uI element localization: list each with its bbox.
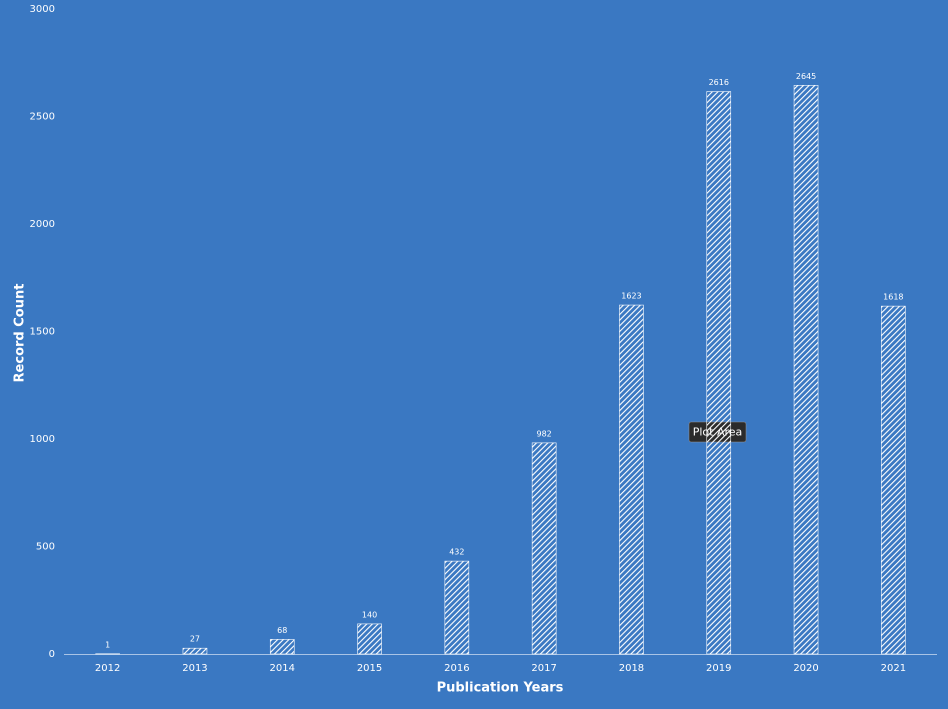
value-label: 140 [362, 610, 377, 619]
y-tick-label: 1500 [30, 327, 55, 338]
bar [881, 305, 906, 655]
y-axis-title: Record Count [13, 284, 28, 383]
bar [531, 442, 557, 655]
value-label: 1623 [621, 292, 641, 301]
x-tick-label: 2013 [182, 663, 207, 674]
x-tick-label: 2021 [881, 663, 906, 674]
y-tick-label: 1000 [30, 434, 55, 445]
bar [793, 85, 819, 655]
x-tick-label: 2020 [793, 663, 818, 674]
value-label: 2616 [709, 78, 729, 87]
value-label: 68 [277, 626, 287, 635]
bar [182, 647, 208, 655]
bar [444, 560, 470, 655]
y-tick-label: 3000 [30, 4, 55, 15]
bar [269, 639, 295, 655]
value-label: 1 [105, 640, 110, 649]
bar [706, 91, 732, 655]
x-axis-title: Publication Years [437, 681, 564, 696]
x-tick-label: 2018 [619, 663, 644, 674]
y-tick-label: 0 [49, 649, 55, 660]
y-tick-label: 2500 [30, 112, 55, 123]
x-tick-label: 2014 [270, 663, 295, 674]
x-tick-label: 2019 [706, 663, 731, 674]
x-tick-label: 2016 [444, 663, 469, 674]
value-label: 1618 [883, 293, 903, 302]
x-tick-label: 2012 [95, 663, 120, 674]
bar [619, 304, 644, 655]
bar [357, 623, 382, 655]
value-label: 432 [449, 548, 464, 557]
value-label: 982 [537, 429, 552, 438]
value-label: 27 [190, 635, 200, 644]
x-tick-label: 2015 [357, 663, 382, 674]
y-tick-label: 500 [36, 542, 55, 553]
y-tick-label: 2000 [30, 219, 55, 230]
x-tick-label: 2017 [531, 663, 556, 674]
value-label: 2645 [796, 72, 816, 81]
